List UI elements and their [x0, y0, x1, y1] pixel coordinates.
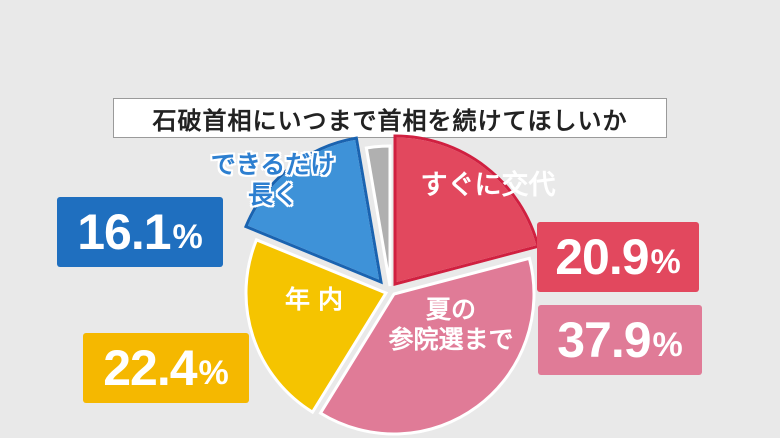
- percent-value-immediate: 20.9: [555, 229, 649, 285]
- slice-label-upper-house-line2: 参院選まで: [388, 325, 514, 354]
- percent-value-upper-house-election: 37.9: [557, 312, 651, 368]
- percent-box-year-end: 22.4%: [83, 333, 249, 403]
- percent-box-as-long-as-possible: 16.1%: [57, 197, 223, 267]
- slice-label-long-line2: 長く: [247, 180, 298, 209]
- percent-box-immediate: 20.9%: [537, 222, 699, 292]
- slice-label-upper-house-line1: 夏の: [425, 295, 476, 324]
- percent-sign: %: [172, 217, 203, 256]
- slice-label-upper-house-election: 夏の 参院選まで: [356, 295, 546, 355]
- slice-label-long-line1: できるだけ: [210, 150, 336, 179]
- slice-upper-house-election: [318, 256, 536, 436]
- slice-as-long-as-possible-outline: [243, 136, 383, 285]
- slice-label-year-end-text: 年内: [284, 285, 351, 314]
- chart-title: 石破首相にいつまで首相を続けてほしいか: [113, 98, 667, 138]
- slice-immediate-outline: [393, 134, 540, 286]
- percent-sign: %: [652, 325, 683, 364]
- slice-label-year-end: 年内: [268, 285, 368, 315]
- slice-year-end: [244, 237, 389, 415]
- percent-value-as-long-as-possible: 16.1: [77, 204, 171, 260]
- slice-label-immediate-text: すぐに交代: [420, 170, 556, 201]
- slice-label-as-long-as-possible: できるだけ 長く: [178, 150, 368, 210]
- percent-sign: %: [650, 242, 681, 281]
- percent-box-upper-house-election: 37.9%: [538, 305, 702, 375]
- slice-label-immediate: すぐに交代: [398, 170, 578, 202]
- slice-other: [364, 144, 392, 287]
- percent-sign: %: [198, 353, 229, 392]
- percent-value-year-end: 22.4: [103, 340, 197, 396]
